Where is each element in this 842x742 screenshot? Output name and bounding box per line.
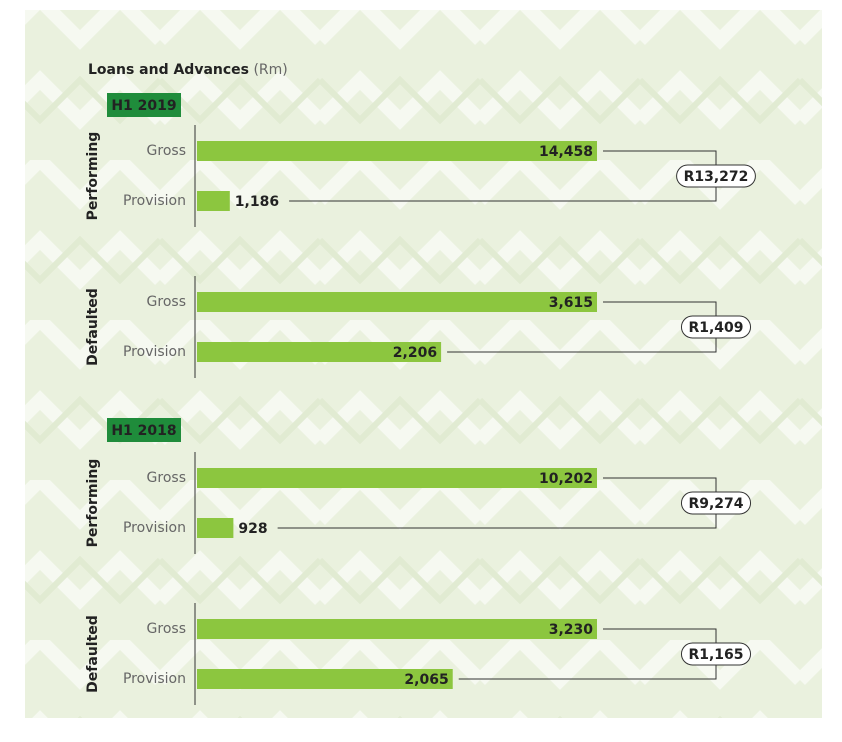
chart: Loans and Advances (Rm) H1 2019 Performin… (0, 0, 842, 742)
category-label: Provision (123, 671, 186, 687)
bar (197, 141, 597, 161)
category-label: Provision (123, 344, 186, 360)
value-label: 2,065 (404, 672, 448, 688)
value-label: 1,186 (235, 194, 279, 210)
category-label: Gross (147, 470, 186, 486)
category-label: Gross (147, 621, 186, 637)
net-label: R1,409 (688, 320, 743, 336)
value-label: 14,458 (539, 144, 593, 160)
category-label: Provision (123, 193, 186, 209)
net-label: R9,274 (688, 496, 743, 512)
badge-label: H1 2018 (111, 423, 176, 439)
bar (197, 191, 230, 211)
net-label: R13,272 (684, 169, 749, 185)
unit-text: (Rm) (253, 62, 287, 78)
category-label: Gross (147, 143, 186, 159)
group-label: Performing (85, 459, 101, 548)
value-label: 10,202 (539, 471, 593, 487)
value-label: 928 (238, 521, 267, 537)
badge-label: H1 2019 (111, 98, 176, 114)
value-label: 3,230 (549, 622, 594, 638)
net-label: R1,165 (688, 647, 743, 663)
bar (197, 468, 597, 488)
group-label: Defaulted (85, 288, 101, 366)
bar (197, 619, 597, 639)
title-text: Loans and Advances (88, 62, 249, 78)
group-label: Defaulted (85, 615, 101, 693)
bar (197, 292, 597, 312)
chart-title: Loans and Advances (Rm) (88, 62, 288, 78)
value-label: 2,206 (393, 345, 437, 361)
group-label: Performing (85, 132, 101, 221)
category-label: Gross (147, 294, 186, 310)
value-label: 3,615 (549, 295, 593, 311)
bar (197, 518, 233, 538)
category-label: Provision (123, 520, 186, 536)
